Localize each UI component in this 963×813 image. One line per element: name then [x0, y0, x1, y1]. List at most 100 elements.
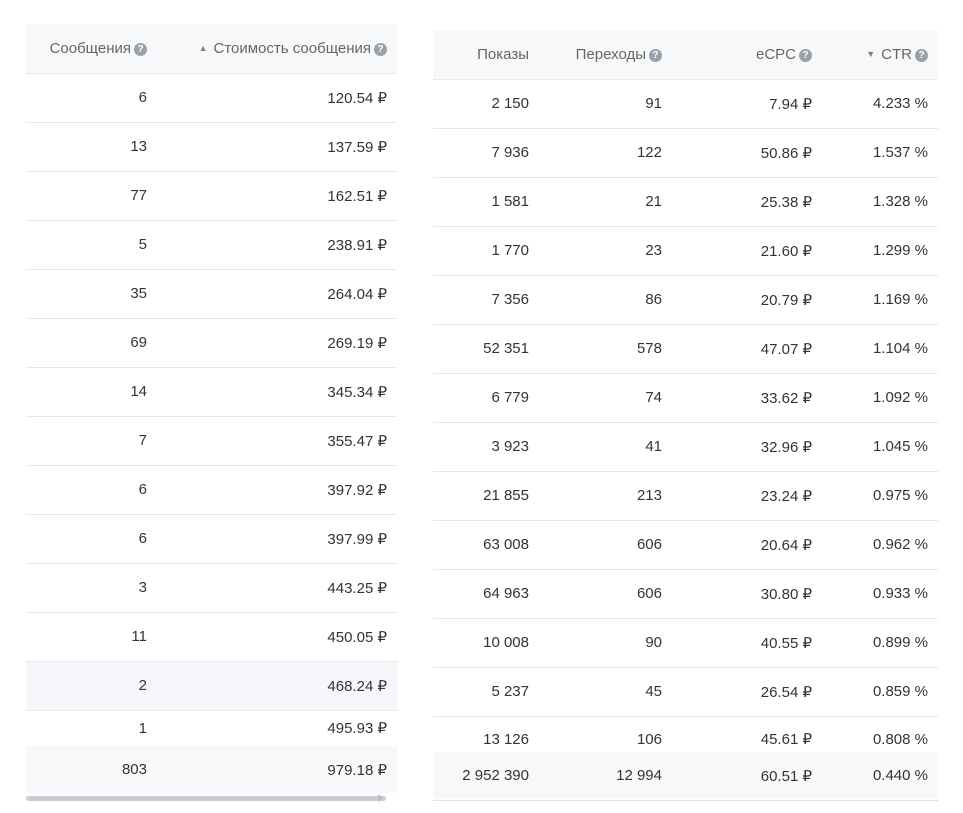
table-row[interactable]: 6 397.99 ₽	[26, 514, 397, 564]
cell-ecpc: 7.94 ₽	[672, 79, 822, 129]
cell-clicks: 86	[539, 275, 672, 325]
cell-clicks: 122	[539, 128, 672, 178]
help-icon[interactable]: ?	[915, 48, 928, 62]
stats-table: Показы Переходы? eCPC? ▼ CTR? 2 150 91 7.94…	[433, 30, 938, 799]
table-row[interactable]: 77 162.51 ₽	[26, 171, 397, 221]
table-row[interactable]: 1 770 23 21.60 ₽1.299 %	[433, 226, 938, 276]
messages-table: Сообщения? ▲ Стоимость сообщения? 6 120.54…	[26, 24, 397, 793]
top-spacer	[433, 0, 938, 30]
cell-messages: 11	[26, 612, 157, 662]
messages-table-panel: Сообщения? ▲ Стоимость сообщения? 6 120.54…	[26, 0, 397, 793]
cell-impressions: 64 963	[433, 569, 539, 619]
cell-messages: 6	[26, 514, 157, 564]
total-message-cost: 979.18 ₽	[157, 746, 397, 793]
cell-clicks: 23	[539, 226, 672, 276]
cell-messages: 13	[26, 122, 157, 172]
cell-ecpc: 20.79 ₽	[672, 275, 822, 325]
cell-impressions: 2 150	[433, 79, 539, 129]
cell-ctr: 1.104 %	[822, 324, 938, 374]
table-row[interactable]: 7 936 122 50.86 ₽1.537 %	[433, 128, 938, 178]
cell-ctr: 1.169 %	[822, 275, 938, 325]
table-row[interactable]: 64 963 606 30.80 ₽0.933 %	[433, 569, 938, 619]
table-row[interactable]: 63 008 606 20.64 ₽0.962 %	[433, 520, 938, 570]
table-row[interactable]: 1 581 21 25.38 ₽1.328 %	[433, 177, 938, 227]
sort-ascending-icon[interactable]: ▲	[198, 42, 208, 53]
cell-clicks: 21	[539, 177, 672, 227]
table-row[interactable]: 13 126 106 45.61 ₽ 0.808 %	[433, 716, 938, 752]
sort-descending-icon[interactable]: ▼	[866, 48, 876, 59]
cell-ecpc: 21.60 ₽	[672, 226, 822, 276]
cell-ecpc: 45.61 ₽	[760, 731, 812, 749]
table-row[interactable]: 6 397.92 ₽	[26, 465, 397, 515]
cell-message-cost: 137.59 ₽	[157, 122, 397, 172]
cell-clicks: 213	[539, 471, 672, 521]
cell-message-cost: 355.47 ₽	[157, 416, 397, 466]
help-icon[interactable]: ?	[134, 42, 147, 56]
table-row[interactable]: 21 855 213 23.24 ₽0.975 %	[433, 471, 938, 521]
table-row[interactable]: 3 443.25 ₽	[26, 563, 397, 613]
column-label: Стоимость сообщения	[213, 39, 371, 57]
cell-message-cost: 450.05 ₽	[157, 612, 397, 662]
table-row[interactable]: 6 120.54 ₽	[26, 73, 397, 123]
cell-clicks: 41	[539, 422, 672, 472]
cell-impressions: 63 008	[433, 520, 539, 570]
help-icon[interactable]: ?	[374, 42, 387, 56]
cell-messages: 7	[26, 416, 157, 466]
cell-messages: 35	[26, 269, 157, 319]
table-row[interactable]: 5 238.91 ₽	[26, 220, 397, 270]
column-header-ecpc[interactable]: eCPC?	[672, 30, 822, 80]
table-row[interactable]: 69 269.19 ₽	[26, 318, 397, 368]
cell-impressions: 13 126	[483, 730, 529, 748]
cell-ctr: 0.899 %	[822, 618, 938, 668]
cell-ctr: 1.045 %	[822, 422, 938, 472]
table-row[interactable]: 14 345.34 ₽	[26, 367, 397, 417]
column-header-message-cost[interactable]: ▲ Стоимость сообщения?	[157, 24, 397, 74]
cell-message-cost: 264.04 ₽	[157, 269, 397, 319]
table-row[interactable]: 52 351 578 47.07 ₽1.104 %	[433, 324, 938, 374]
cell-impressions: 10 008	[433, 618, 539, 668]
column-header-ctr[interactable]: ▼ CTR?	[822, 30, 938, 80]
cell-ecpc: 25.38 ₽	[672, 177, 822, 227]
cell-ecpc: 23.24 ₽	[672, 471, 822, 521]
table-row[interactable]: 11 450.05 ₽	[26, 612, 397, 662]
cell-ecpc: 30.80 ₽	[672, 569, 822, 619]
cell-ecpc: 20.64 ₽	[672, 520, 822, 570]
help-icon[interactable]: ?	[649, 48, 662, 62]
table-header-row: Сообщения? ▲ Стоимость сообщения?	[26, 24, 397, 74]
cell-ctr: 0.962 %	[822, 520, 938, 570]
help-icon[interactable]: ?	[799, 48, 812, 62]
table-row[interactable]: 5 237 45 26.54 ₽0.859 %	[433, 667, 938, 717]
table-row[interactable]: 10 008 90 40.55 ₽0.899 %	[433, 618, 938, 668]
table-row[interactable]: 6 779 74 33.62 ₽1.092 %	[433, 373, 938, 423]
total-messages: 803	[26, 746, 157, 793]
horizontal-scrollbar[interactable]	[26, 796, 386, 801]
table-row[interactable]: 7 356 86 20.79 ₽1.169 %	[433, 275, 938, 325]
column-header-impressions[interactable]: Показы	[433, 30, 539, 80]
cell-impressions: 7 356	[433, 275, 539, 325]
cell-messages: 77	[26, 171, 157, 221]
stats-table-panel: Показы Переходы? eCPC? ▼ CTR? 2 150 91 7.94…	[433, 0, 938, 799]
cell-message-cost: 495.93 ₽	[327, 720, 387, 738]
cell-clicks: 606	[539, 569, 672, 619]
column-header-clicks[interactable]: Переходы?	[539, 30, 672, 80]
column-header-messages[interactable]: Сообщения?	[26, 24, 157, 74]
table-row[interactable]: 13 137.59 ₽	[26, 122, 397, 172]
table-row-hovered[interactable]: 2 468.24 ₽	[26, 661, 397, 711]
table-row[interactable]: 2 150 91 7.94 ₽4.233 %	[433, 79, 938, 129]
cell-messages: 2	[26, 661, 157, 711]
table-row[interactable]: 3 923 41 32.96 ₽1.045 %	[433, 422, 938, 472]
table-row[interactable]: 1 495.93 ₽	[26, 710, 397, 746]
cell-messages: 5	[26, 220, 157, 270]
totals-row: 803 979.18 ₽	[26, 746, 397, 793]
total-ecpc: 60.51 ₽	[672, 752, 822, 799]
scroll-right-arrow-icon[interactable]	[378, 794, 383, 802]
cell-impressions: 5 237	[433, 667, 539, 717]
table-row[interactable]: 35 264.04 ₽	[26, 269, 397, 319]
cell-clicks: 578	[539, 324, 672, 374]
column-label: Сообщения	[49, 39, 131, 57]
table-row[interactable]: 7 355.47 ₽	[26, 416, 397, 466]
cell-clicks: 91	[539, 79, 672, 129]
cell-message-cost: 397.92 ₽	[157, 465, 397, 515]
cell-ctr: 0.859 %	[822, 667, 938, 717]
column-label: Показы	[477, 45, 529, 63]
